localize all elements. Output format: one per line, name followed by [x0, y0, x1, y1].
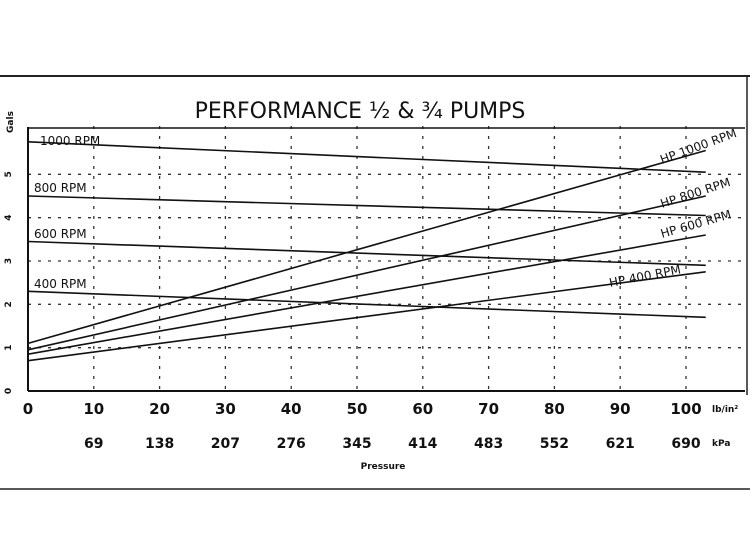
x-tick-label-5: 50 [347, 400, 368, 418]
x-tick-label-4: 40 [281, 400, 302, 418]
series-labels: 1000 RPM 800 RPM 600 RPM 400 RPM HP 1000 RPM… [34, 126, 739, 291]
y-tick-label-4: 4 [4, 215, 14, 221]
y-tick-label-1: 1 [4, 345, 14, 351]
axes [27, 127, 745, 392]
series-line-2 [27, 240, 706, 267]
x-tick-kpa-label-6: 483 [474, 436, 503, 452]
series-label-7: HP 400 RPM [608, 262, 682, 290]
x-tick-label-9: 90 [610, 400, 631, 418]
x-unit-secondary: kPa [712, 439, 730, 449]
x-tick-label-8: 80 [544, 400, 565, 418]
series-line-7 [27, 271, 706, 362]
x-tick-kpa-label-4: 345 [342, 436, 371, 452]
y-tick-label-0: 0 [4, 388, 14, 394]
series-line-6 [27, 234, 706, 355]
chart-title: PERFORMANCE ½ & ¾ PUMPS [195, 99, 526, 124]
x-tick-kpa-label-3: 276 [277, 436, 306, 452]
x-tick-label-3: 30 [215, 400, 236, 418]
y-tick-label-5: 5 [4, 171, 14, 177]
series-line-0 [27, 141, 706, 173]
series-label-5: HP 800 RPM [659, 175, 733, 211]
x-tick-label-6: 60 [412, 400, 433, 418]
series-line-1 [27, 195, 706, 217]
x-tick-label-10: 100 [670, 400, 701, 418]
x-axis-label: Pressure [361, 462, 406, 472]
x-tick-kpa-label-8: 621 [606, 436, 635, 452]
x-tick-kpa-label-7: 552 [540, 436, 569, 452]
x-tick-kpa-label-5: 414 [408, 436, 437, 452]
y-tick-label-2: 2 [4, 301, 14, 307]
series-line-5 [27, 195, 706, 351]
x-tick-kpa-label-1: 138 [145, 436, 174, 452]
series [27, 141, 706, 362]
x-unit-primary: lb/in² [712, 405, 738, 415]
series-label-1: 800 RPM [34, 181, 87, 195]
x-tick-label-2: 20 [149, 400, 170, 418]
x-tick-kpa-label-0: 69 [84, 436, 103, 452]
series-line-3 [27, 290, 706, 319]
grid [28, 126, 745, 391]
series-label-4: HP 1000 RPM [658, 126, 738, 167]
y-tick-label-3: 3 [4, 258, 14, 264]
series-label-3: 400 RPM [34, 277, 87, 291]
x-tick-label-0: 0 [23, 400, 33, 418]
series-label-2: 600 RPM [34, 227, 87, 241]
x-tick-kpa-label-2: 207 [211, 436, 240, 452]
series-label-6: HP 600 RPM [659, 207, 733, 241]
x-tick-label-1: 10 [83, 400, 104, 418]
x-tick-label-7: 70 [478, 400, 499, 418]
series-label-0: 1000 RPM [40, 134, 100, 148]
series-line-4 [27, 149, 706, 345]
x-tick-kpa-label-9: 690 [671, 436, 700, 452]
y-axis-label: Gals [6, 111, 16, 133]
